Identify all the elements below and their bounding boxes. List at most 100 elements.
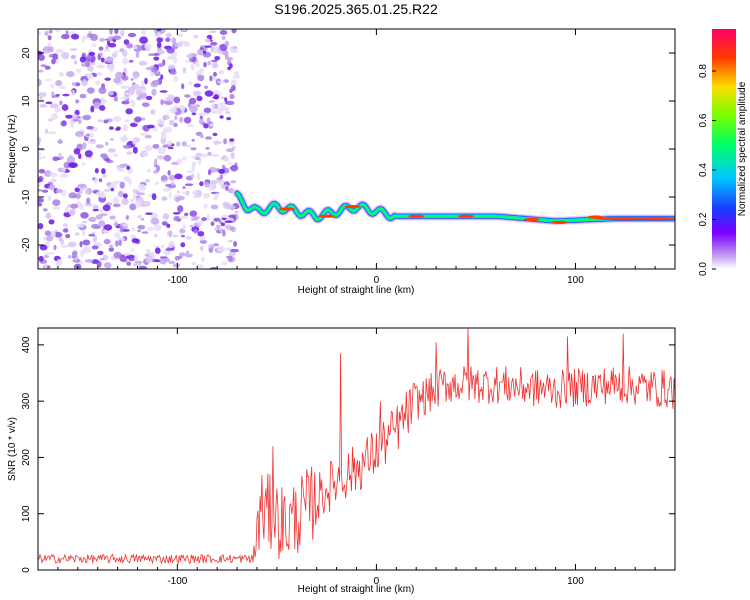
noise-speckle (56, 259, 63, 267)
noise-speckle (203, 203, 208, 209)
noise-speckle (176, 159, 183, 164)
noise-speckle (172, 212, 181, 215)
ridge-hot-spot (625, 217, 675, 221)
noise-speckle (137, 215, 142, 219)
noise-speckle (204, 85, 208, 90)
noise-speckle (68, 192, 77, 199)
noise-speckle (82, 142, 87, 150)
noise-speckle (108, 126, 114, 130)
noise-speckle (214, 56, 221, 61)
noise-speckle (182, 191, 190, 195)
noise-speckle (190, 63, 195, 71)
noise-speckle (123, 124, 128, 132)
noise-speckle (114, 232, 121, 239)
noise-speckle (223, 138, 228, 145)
noise-speckle (211, 103, 215, 111)
colorbar: 0.0 0.2 0.4 0.6 0.8 Normalized spectral ampl… (698, 29, 748, 276)
noise-speckle (129, 203, 137, 211)
noise-speckle (176, 190, 180, 194)
noise-speckle (226, 117, 232, 121)
noise-speckle (168, 241, 175, 249)
noise-speckle (67, 255, 72, 259)
noise-speckle (108, 42, 117, 48)
noise-speckle (197, 231, 205, 237)
noise-speckle (205, 136, 212, 140)
noise-speckle (183, 116, 192, 124)
noise-speckle (191, 164, 196, 172)
noise-speckle (163, 126, 172, 134)
noise-speckle (230, 152, 235, 160)
noise-speckle (225, 186, 229, 191)
noise-speckle (58, 86, 67, 90)
colorbar-tick-label: 0.0 (698, 262, 709, 276)
noise-speckle (232, 75, 241, 79)
noise-speckle (137, 183, 147, 192)
noise-speckle (81, 35, 86, 43)
noise-speckle (132, 146, 138, 154)
noise-speckle (38, 31, 42, 36)
noise-speckle (120, 29, 125, 37)
noise-speckle (133, 74, 138, 80)
noise-speckle (72, 113, 78, 119)
noise-speckle (42, 155, 46, 159)
noise-speckle (186, 250, 189, 255)
noise-speckle (62, 223, 68, 227)
noise-speckle (213, 217, 221, 222)
noise-speckle (210, 204, 219, 210)
noise-speckle (62, 228, 69, 233)
noise-speckle (190, 224, 194, 228)
noise-speckle (98, 220, 106, 227)
noise-speckle (216, 107, 223, 113)
noise-speckle (209, 30, 217, 34)
noise-speckle (145, 67, 154, 71)
noise-speckle (154, 233, 158, 238)
noise-speckle (109, 29, 113, 35)
noise-speckle (99, 105, 106, 111)
noise-speckle (93, 101, 101, 109)
noise-speckle (145, 255, 153, 264)
noise-speckle (147, 124, 155, 129)
noise-speckle (52, 206, 60, 210)
noise-speckle (47, 35, 52, 41)
noise-speckle (180, 234, 185, 238)
noise-speckle (160, 244, 164, 249)
noise-speckle (121, 229, 130, 232)
noise-speckle (225, 247, 232, 251)
noise-speckle (198, 112, 205, 117)
noise-speckle (44, 255, 50, 258)
noise-speckle (234, 71, 239, 77)
noise-speckle (82, 246, 92, 254)
top-x-tick-label: 0 (374, 275, 380, 286)
noise-speckle (195, 61, 200, 68)
noise-speckle (177, 196, 185, 201)
noise-speckle (110, 138, 114, 141)
noise-speckle (196, 95, 203, 102)
noise-speckle (197, 220, 204, 226)
noise-speckle (205, 147, 210, 150)
noise-speckle (105, 56, 114, 64)
top-y-axis-label: Frequency (Hz) (7, 115, 18, 184)
noise-speckle (174, 115, 178, 121)
noise-speckle (76, 192, 81, 200)
noise-speckle (131, 227, 136, 232)
noise-speckle (81, 220, 88, 224)
noise-speckle (81, 79, 88, 87)
noise-speckle (60, 244, 69, 248)
noise-speckle (62, 167, 66, 174)
noise-speckle (44, 30, 49, 36)
noise-speckle (100, 192, 106, 199)
bottom-y-tick-label: 400 (21, 336, 32, 353)
noise-speckle (199, 239, 207, 244)
noise-speckle (112, 35, 122, 41)
noise-speckle (216, 230, 222, 234)
noise-speckle (61, 52, 70, 60)
noise-speckle (189, 210, 198, 217)
noise-speckle (141, 231, 149, 234)
noise-speckle (112, 153, 119, 157)
noise-speckle (55, 29, 61, 33)
noise-speckle (87, 140, 97, 145)
noise-speckle (224, 51, 229, 58)
noise-speckle (126, 165, 131, 170)
noise-speckle (137, 86, 146, 90)
noise-speckle (199, 118, 204, 125)
